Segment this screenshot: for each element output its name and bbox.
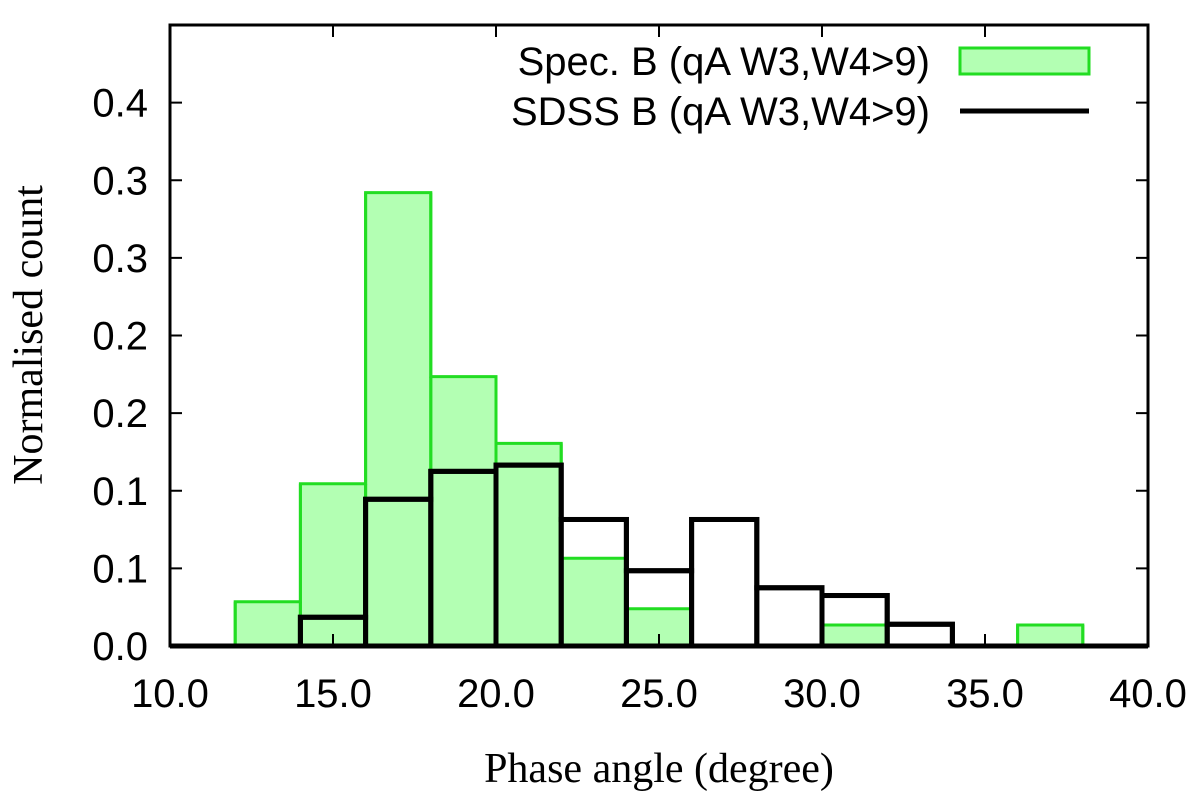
x-tick-label-1: 10.0 bbox=[131, 672, 209, 716]
bar-spec-5 bbox=[430, 376, 496, 646]
bar-spec-7 bbox=[561, 558, 627, 646]
bar-spec-3 bbox=[300, 483, 366, 646]
x-tick-label-4: 25.0 bbox=[620, 672, 698, 716]
y-axis-title: Normalised count bbox=[6, 185, 52, 485]
x-tick-label-5: 30.0 bbox=[783, 672, 861, 716]
y-tick-label-3: 0.1 bbox=[92, 470, 148, 514]
y-tick-label-6: 0.3 bbox=[92, 237, 148, 281]
x-tick-label-6: 35.0 bbox=[946, 672, 1024, 716]
legend-swatch-spec bbox=[958, 46, 1091, 76]
sdss-step-outline bbox=[170, 462, 1148, 649]
bar-spec-11 bbox=[822, 625, 888, 646]
x-tick-label-2: 15.0 bbox=[294, 672, 372, 716]
series-1 bbox=[170, 191, 1148, 648]
y-tick-label-8: 0.4 bbox=[92, 82, 148, 126]
bar-sdss-9 bbox=[689, 516, 760, 649]
x-tick-label-7: 40.0 bbox=[1109, 672, 1187, 716]
y-tick-label-2: 0.1 bbox=[92, 547, 148, 591]
axis-ticks: 10.0 15.0 20.0 25.0 30.0 35.0 40.0 0.0 0.1 0.1 0.2… bbox=[92, 25, 1187, 716]
legend-label-2: SDSS B (qA W3,W4>9) bbox=[511, 90, 930, 134]
bar-spec-4 bbox=[365, 192, 431, 647]
y-tick-label-4: 0.2 bbox=[92, 392, 148, 436]
x-tick-label-3: 20.0 bbox=[457, 672, 535, 716]
bar-spec-14 bbox=[1017, 625, 1083, 646]
bar-sdss-10 bbox=[754, 585, 825, 649]
bar-spec-2 bbox=[235, 601, 301, 646]
series-layer bbox=[170, 191, 1148, 649]
y-tick-label-5: 0.2 bbox=[92, 315, 148, 359]
legend-label-1: Spec. B (qA W3,W4>9) bbox=[518, 40, 930, 84]
bar-spec-6 bbox=[496, 443, 562, 646]
bar-sdss-12 bbox=[884, 621, 955, 649]
y-tick-label-7: 0.3 bbox=[92, 159, 148, 203]
x-axis-title: Phase angle (degree) bbox=[484, 746, 834, 792]
y-tick-label-1: 0.0 bbox=[92, 625, 148, 669]
legend: Spec. B (qA W3,W4>9) SDSS B (qA W3,W4>9) bbox=[511, 40, 1091, 134]
